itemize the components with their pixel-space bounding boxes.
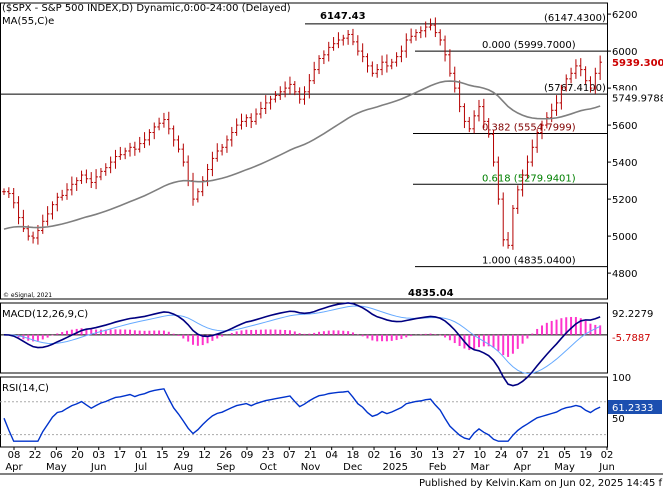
x-month-label: Oct [259,462,276,473]
level-label: (6147.4300) [544,13,606,24]
x-month-label: Dec [343,462,362,473]
macd-signal-value-label: -5.7887 [612,333,651,344]
x-tick-label: 02 [368,450,381,461]
rsi-line [3,388,601,442]
x-month-label: Jun [90,462,107,473]
x-month-label: May [554,462,575,473]
x-tick-label: 22 [29,450,42,461]
x-tick-label: 13 [431,450,444,461]
price-y-tick-label: 5400 [612,158,637,169]
macd-value-label: 92.2279 [612,309,653,320]
x-tick-label: 29 [177,450,190,461]
x-tick-label: 30 [410,450,423,461]
footer-text: Published by Kelvin.Kam on Jun 02, 2025 … [419,478,663,489]
ma-value-label: 5749.9788 [612,93,663,104]
x-tick-label: 08 [8,450,21,461]
price-y-tick-label: 5800 [612,84,637,95]
x-tick-label: 03 [92,450,105,461]
high-annotation: 6147.43 [320,11,366,22]
x-month-label: Apr [5,462,23,473]
x-tick-label: 12 [198,450,211,461]
macd-line [3,302,601,387]
x-month-label: Nov [301,462,321,473]
x-tick-label: 15 [156,450,169,461]
x-tick-label: 26 [219,450,232,461]
price-y-tick-label: 5200 [612,195,637,206]
macd-label: MACD(12,26,9,C) [2,309,88,320]
x-month-label: Aug [174,462,194,473]
x-month-label: 2025 [382,462,407,473]
x-month-label: May [46,462,67,473]
x-month-label: Mar [470,462,490,473]
level-label: 0.382 (5554.7999) [482,122,576,133]
ma-label: MA(55,C)e [2,16,54,27]
rsi-value-label: 61.2333 [612,403,653,414]
price-y-tick-label: 5000 [612,232,637,243]
x-tick-label: 21 [537,450,550,461]
last-price-label: 5939.3000 [612,58,663,69]
x-tick-label: 01 [135,450,148,461]
x-month-label: Apr [514,462,532,473]
rsi-label: RSI(14,C) [2,383,49,394]
last-price-box [608,55,662,69]
x-tick-label: 04 [325,450,338,461]
ma-value-box [608,90,662,104]
x-tick-label: 20 [71,450,84,461]
x-tick-label: 16 [389,450,402,461]
x-tick-label: 07 [516,450,529,461]
x-month-label: Jun [598,462,615,473]
x-tick-label: 09 [241,450,254,461]
level-label: 0.000 (5999.7000) [482,40,576,51]
x-tick-label: 02 [601,450,614,461]
x-tick-label: 05 [558,450,571,461]
price-y-tick-label: 5600 [612,121,637,132]
level-label: (5767.4100) [544,83,606,94]
x-tick-label: 07 [283,450,296,461]
x-month-label: Sep [216,462,235,473]
rsi-y-tick-label: 50 [612,414,625,425]
x-tick-label: 17 [114,450,127,461]
copyright: © eSignal, 2021 [3,292,52,299]
x-month-label: Jul [134,462,147,473]
x-tick-label: 23 [262,450,275,461]
level-label: 0.618 (5279.9401) [482,173,576,184]
price-y-tick-label: 4800 [612,269,637,280]
price-panel-frame [0,2,608,300]
x-tick-label: 19 [579,450,592,461]
macd-panel-frame [0,302,608,374]
ma-line [3,80,601,230]
macd-value-box [608,307,662,320]
level-label: 1.000 (4835.0400) [482,256,576,267]
x-month-label: Feb [429,462,447,473]
x-tick-label: 18 [346,450,359,461]
chart-title: ($SPX - S&P 500 INDEX,D) Dynamic,0:00-24… [2,3,291,14]
x-tick-label: 10 [474,450,487,461]
rsi-value-box [608,400,662,414]
x-tick-label: 21 [304,450,317,461]
price-y-tick-label: 6000 [612,47,637,58]
macd-signal-line [3,305,601,374]
rsi-y-tick-label: 100 [612,373,631,384]
x-tick-label: 24 [495,450,508,461]
low-annotation: 4835.04 [408,288,454,299]
price-y-tick-label: 6200 [612,10,637,21]
x-tick-label: 27 [452,450,465,461]
rsi-panel-frame [0,376,608,448]
x-tick-label: 06 [50,450,63,461]
